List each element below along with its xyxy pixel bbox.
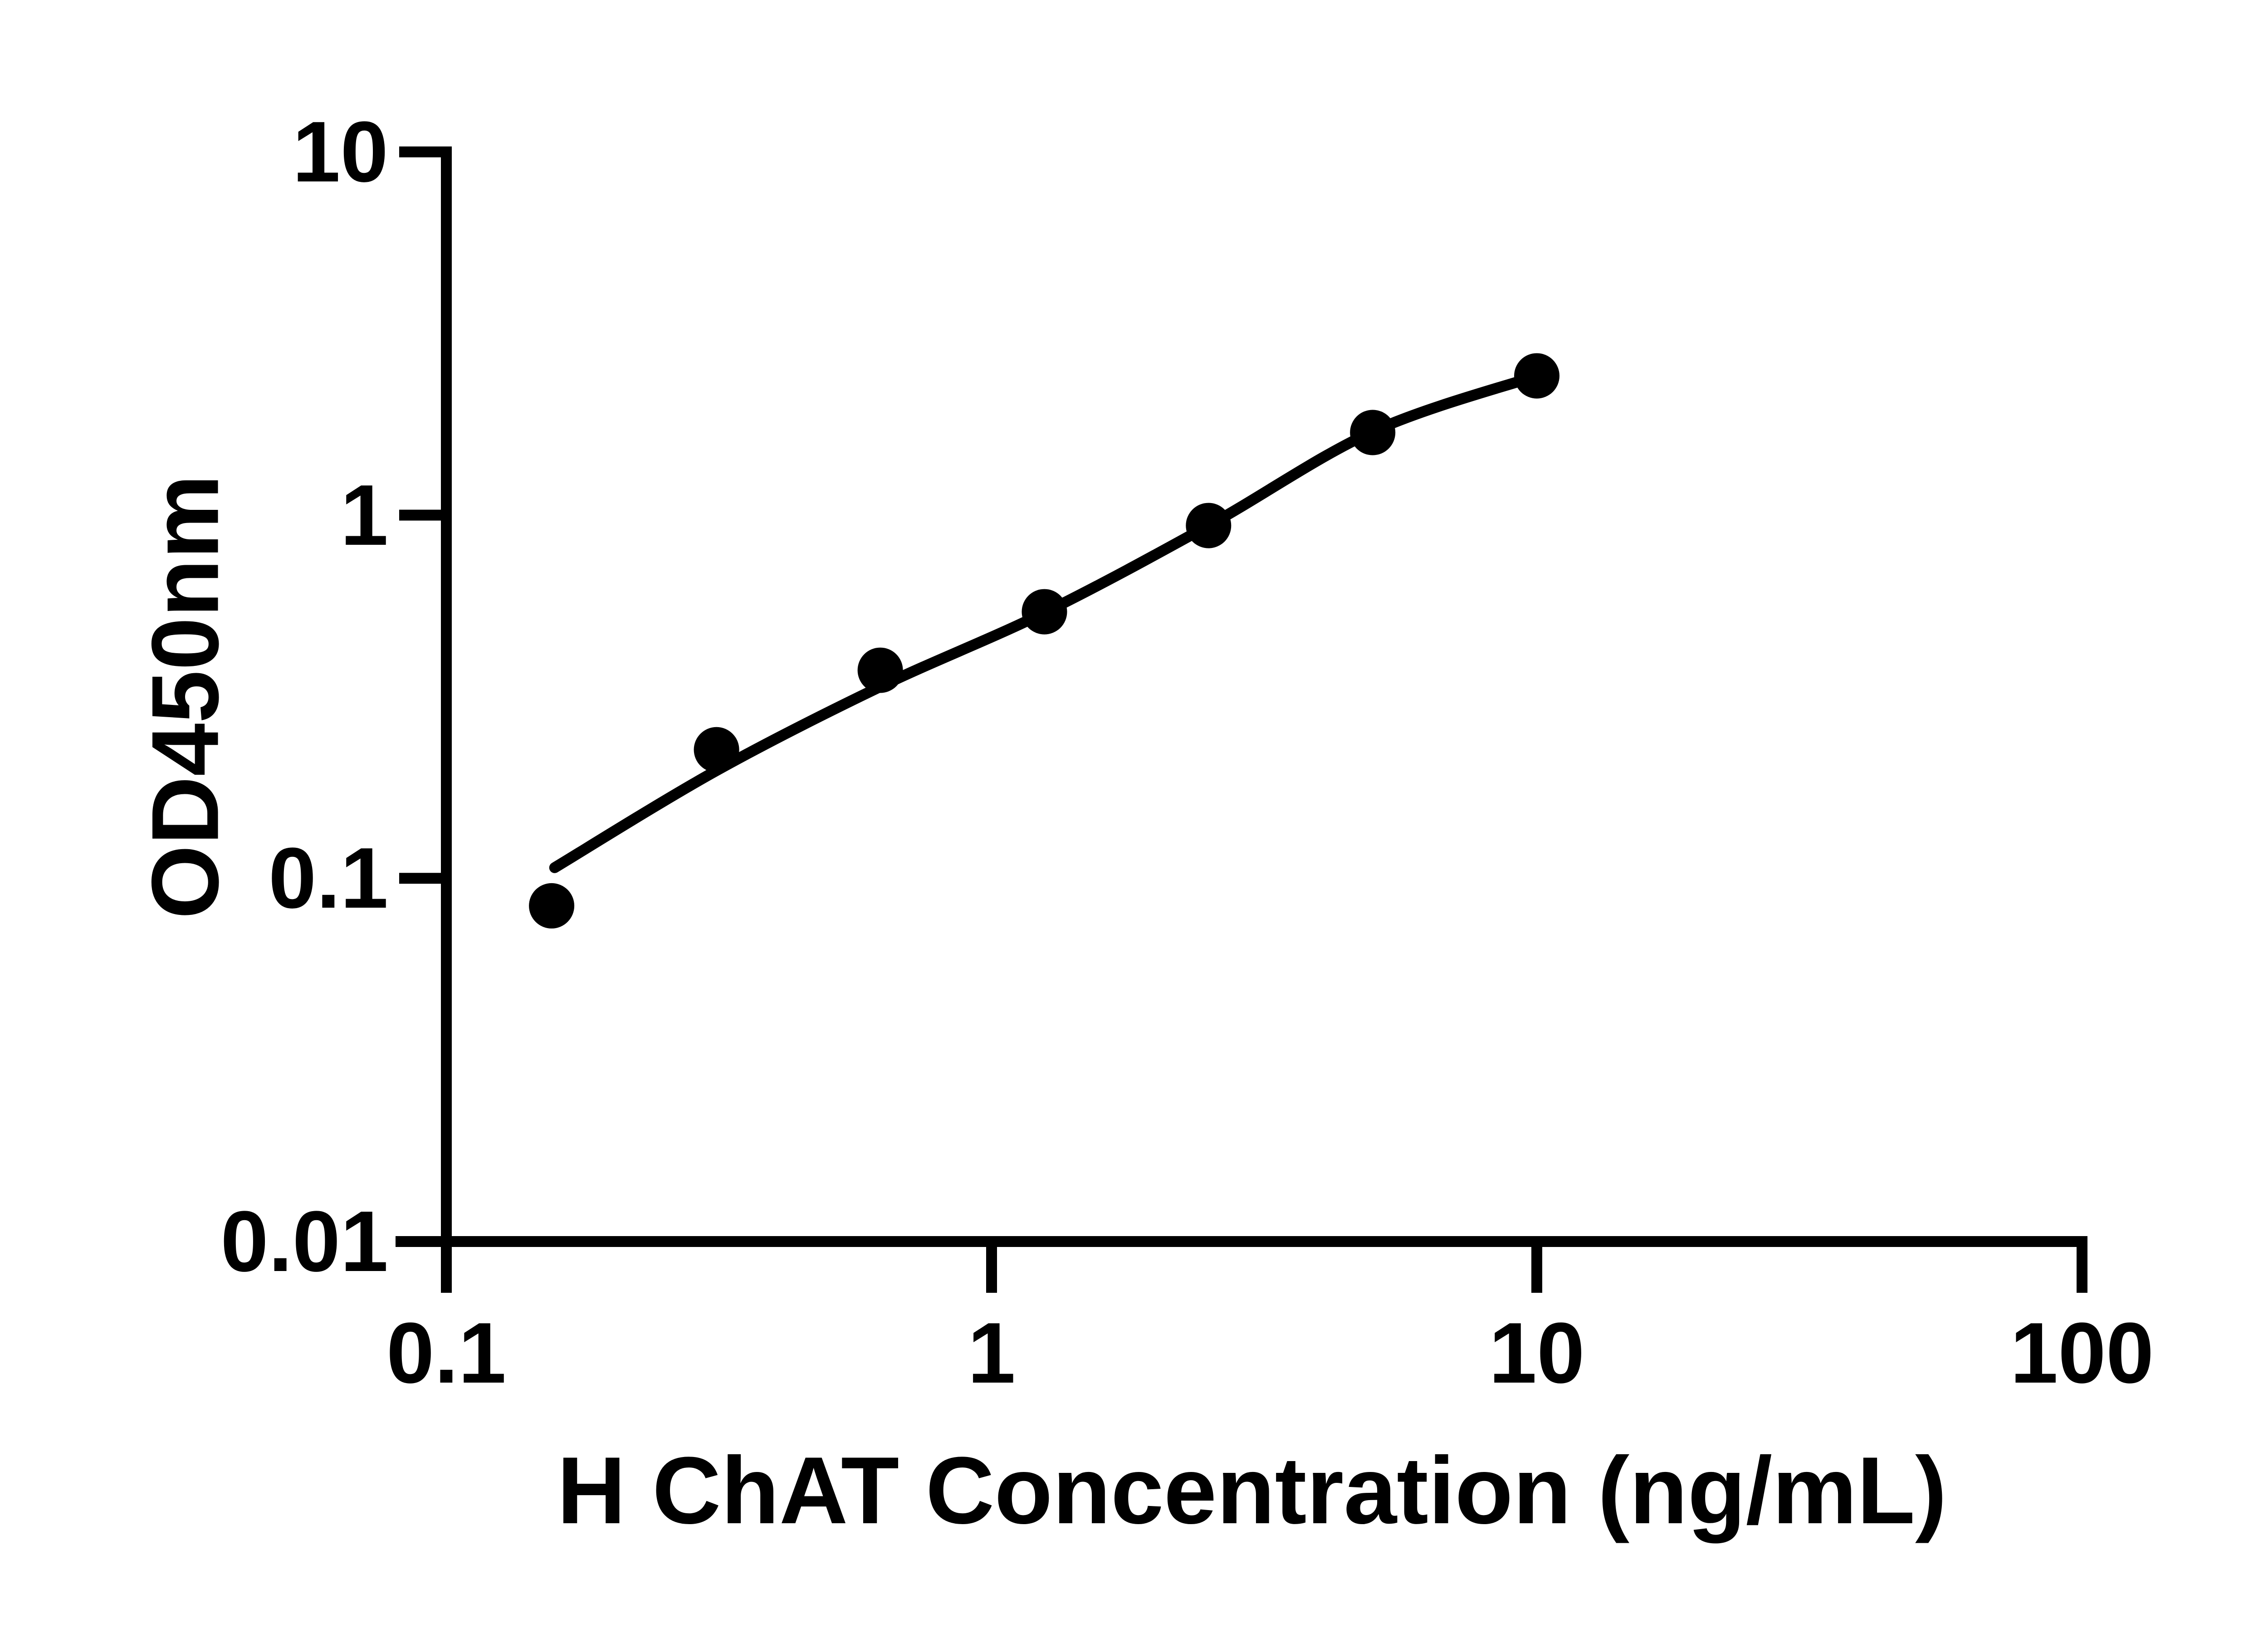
x-tick-label-10: 10 — [1489, 1305, 1584, 1401]
data-point — [1022, 589, 1067, 635]
x-tick-label-1: 1 — [968, 1305, 1016, 1401]
data-point — [1514, 353, 1559, 399]
data-point — [1186, 503, 1232, 548]
x-tick-label-0.1: 0.1 — [386, 1305, 506, 1401]
x-axis-ticks — [441, 1236, 2087, 1293]
y-axis-title: OD450nm — [132, 474, 239, 919]
x-tick-label-100: 100 — [2010, 1305, 2154, 1401]
y-tick-label-10: 10 — [293, 104, 388, 200]
data-point — [529, 883, 575, 929]
data-points-layer — [529, 353, 1559, 929]
x-axis-title: H ChAT Concentration (ng/mL) — [557, 1437, 1947, 1544]
data-point — [1350, 410, 1396, 455]
y-tick-label-0.1: 0.1 — [269, 830, 388, 926]
y-tick-label-1: 1 — [340, 467, 388, 563]
data-point — [694, 727, 739, 772]
axes — [396, 147, 2087, 1247]
data-point — [857, 647, 903, 693]
y-tick-label-0.01: 0.01 — [220, 1193, 388, 1290]
